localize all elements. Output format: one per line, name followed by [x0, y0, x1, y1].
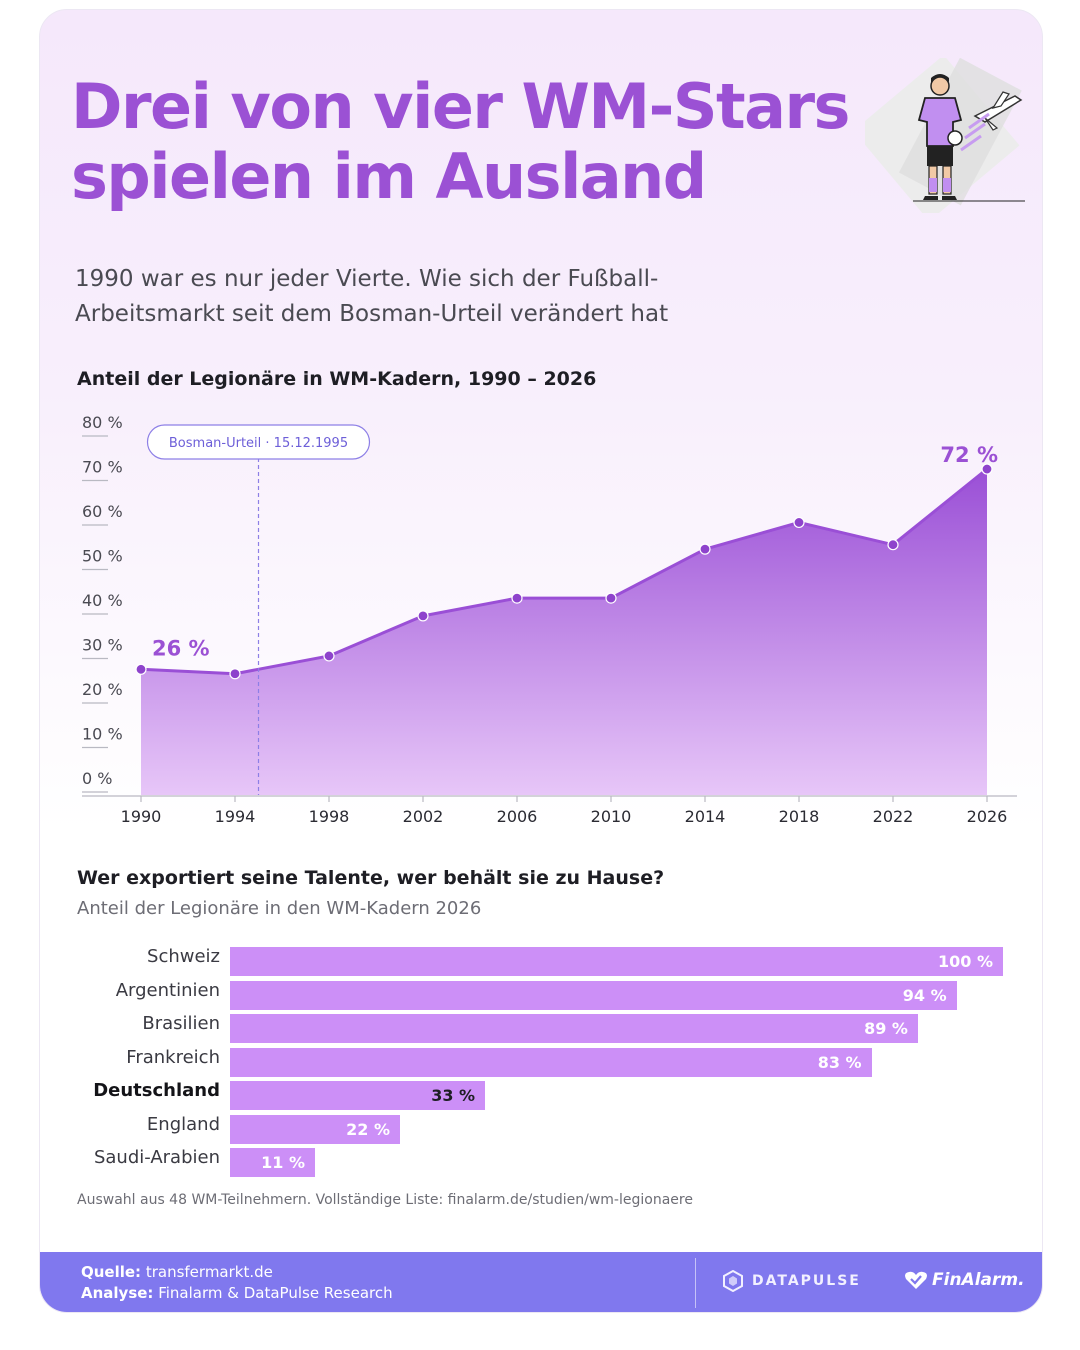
- bar-row: England 22 %: [40, 1112, 1042, 1144]
- football-player-illustration: [865, 58, 1025, 213]
- x-tick-label: 2002: [403, 807, 444, 826]
- bar-category-label: Frankreich: [126, 1046, 220, 1068]
- data-point: [417, 610, 429, 622]
- data-point: [511, 592, 523, 604]
- finalarm-logo: FinAlarm.: [904, 1267, 1025, 1293]
- y-tick-label: 70 %: [82, 458, 123, 477]
- data-point: [605, 592, 617, 604]
- series-line: [140, 467, 988, 676]
- datapulse-logo-text: DATAPULSE: [752, 1273, 861, 1289]
- bar: 94 %: [230, 980, 957, 1010]
- footer: Quelle: transfermarkt.de Analyse: Finala…: [40, 1252, 1042, 1312]
- y-tick-label: 40 %: [82, 591, 123, 610]
- x-tick-label: 2010: [591, 807, 632, 826]
- bar-chart: Schweiz 100 % Argentinien 94 % Brasilien 89 %…: [40, 940, 1042, 1200]
- line-chart-title: Anteil der Legionäre in WM-Kadern, 1990 …: [77, 368, 597, 390]
- bar: 11 %: [230, 1148, 316, 1177]
- x-tick-label: 1990: [121, 807, 162, 826]
- bar-value-label: 33 %: [431, 1086, 476, 1105]
- data-point: [135, 663, 147, 675]
- y-tick-label: 10 %: [82, 725, 123, 744]
- x-tick-label: 2026: [967, 807, 1008, 826]
- subtitle-line-2: Arbeitsmarkt seit dem Bosman-Urteil verä…: [75, 301, 669, 327]
- x-tick-label: 2014: [685, 807, 726, 826]
- footer-analysis: Analyse: Finalarm & DataPulse Research: [81, 1284, 393, 1302]
- y-tick-label: 60 %: [82, 502, 123, 521]
- page-subtitle: 1990 war es nur jeder Vierte. Wie sich d…: [75, 262, 795, 332]
- bar-value-label: 22 %: [346, 1119, 391, 1139]
- subtitle-line-1: 1990 war es nur jeder Vierte. Wie sich d…: [75, 266, 659, 292]
- analysis-value: Finalarm & DataPulse Research: [158, 1284, 393, 1302]
- start-value-label: 26 %: [152, 636, 210, 660]
- line-chart: 0 % 10 % 20 % 30 % 40 % 50 % 60 % 70 % 80 % 1990 1…: [82, 413, 1017, 826]
- bar-row: Schweiz 100 %: [40, 944, 1042, 976]
- bar-value-label: 94 %: [902, 985, 947, 1005]
- y-tick-label: 20 %: [82, 680, 123, 699]
- title-line-1: Drei von vier WM-Stars: [71, 70, 850, 143]
- x-tick-label: 1998: [309, 807, 350, 826]
- bar-category-label: Saudi-Arabien: [93, 1147, 220, 1168]
- finalarm-logo-text: FinAlarm.: [932, 1270, 1025, 1290]
- bar-row: Argentinien 94 %: [40, 978, 1042, 1010]
- bar: 22 %: [230, 1114, 401, 1144]
- data-point: [887, 539, 899, 551]
- bar: 89 %: [230, 1014, 918, 1043]
- bar: 33 %: [230, 1081, 486, 1110]
- bar-row: Deutschland 33 %: [40, 1078, 1042, 1110]
- footer-divider: [695, 1258, 696, 1308]
- data-point: [323, 650, 335, 662]
- bosman-annotation-label: Bosman-Urteil · 15.12.1995: [169, 436, 348, 451]
- area-fill: [141, 469, 987, 795]
- datapulse-hexagon-icon: [723, 1270, 743, 1292]
- datapulse-logo: DATAPULSE: [722, 1269, 861, 1293]
- bar-value-label: 100 %: [938, 952, 993, 971]
- footnote: Auswahl aus 48 WM-Teilnehmern. Vollständ…: [77, 1192, 693, 1208]
- y-tick-label: 0 %: [82, 769, 112, 788]
- bar-category-label: Brasilien: [142, 1013, 220, 1034]
- data-point: [229, 668, 241, 680]
- bar-value-label: 83 %: [817, 1052, 862, 1072]
- bar-category-label: England: [146, 1113, 220, 1135]
- data-point: [699, 543, 711, 555]
- bosman-annotation-pill: [146, 424, 371, 460]
- source-label: Quelle:: [81, 1263, 142, 1281]
- title-line-2: spielen im Ausland: [71, 140, 707, 213]
- page-title: Drei von vier WM-Stars spielen im Auslan…: [71, 72, 871, 212]
- bar-chart-subtitle: Anteil der Legionäre in den WM-Kadern 20…: [77, 898, 482, 919]
- y-tick-label: 80 %: [82, 413, 123, 432]
- finalarm-heart-icon: [905, 1271, 927, 1289]
- bar-category-label: Deutschland: [93, 1080, 220, 1101]
- bar-row: Brasilien 89 %: [40, 1011, 1042, 1043]
- x-tick-label: 2022: [873, 807, 914, 826]
- analysis-label: Analyse:: [81, 1284, 154, 1302]
- x-tick-label: 1994: [215, 807, 256, 826]
- x-tick-label: 2006: [497, 807, 538, 826]
- y-tick-label: 50 %: [82, 547, 123, 566]
- footer-source: Quelle: transfermarkt.de: [81, 1263, 273, 1281]
- end-value-label: 72 %: [940, 443, 998, 467]
- bar-category-label: Argentinien: [115, 979, 220, 1001]
- bar-category-label: Schweiz: [147, 946, 220, 967]
- x-tick-label: 2018: [779, 807, 820, 826]
- bar-chart-title: Wer exportiert seine Talente, wer behält…: [77, 867, 665, 889]
- bar-value-label: 89 %: [864, 1019, 908, 1038]
- infographic-card: Drei von vier WM-Stars spielen im Auslan…: [39, 9, 1043, 1313]
- bar-value-label: 11 %: [261, 1153, 306, 1172]
- y-tick-label: 30 %: [82, 636, 123, 655]
- bar: 83 %: [230, 1047, 872, 1077]
- data-point: [793, 516, 805, 529]
- data-point: [981, 463, 993, 475]
- bar: 100 %: [230, 947, 1003, 976]
- bar-row: Frankreich 83 %: [40, 1045, 1042, 1077]
- bar-row: Saudi-Arabien 11 %: [40, 1145, 1042, 1177]
- source-value: transfermarkt.de: [145, 1263, 273, 1281]
